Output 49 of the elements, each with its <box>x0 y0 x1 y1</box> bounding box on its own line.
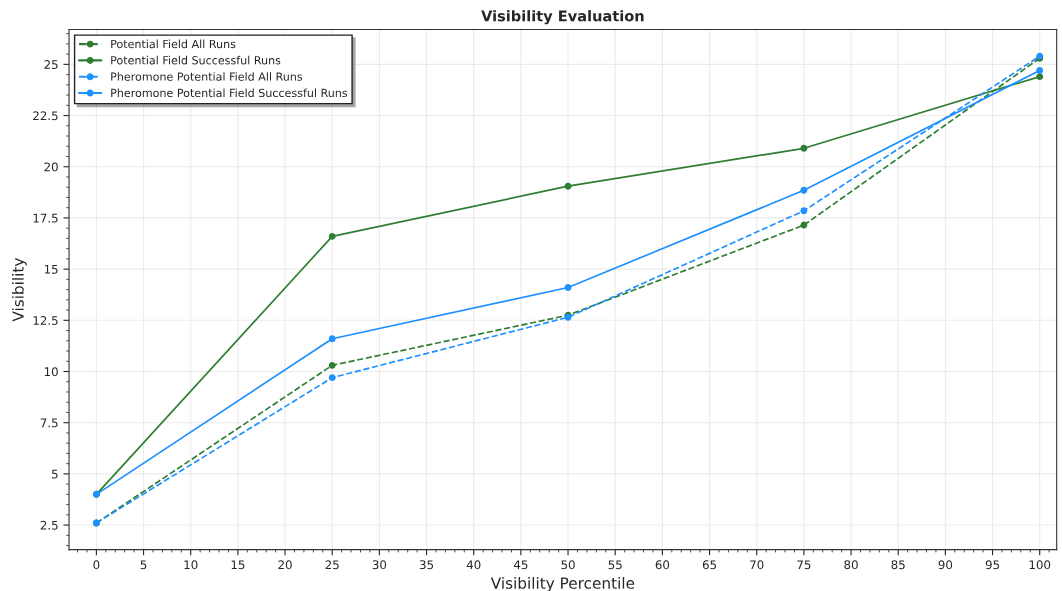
legend-label: Pheromone Potential Field Successful Runs <box>111 88 348 98</box>
x-tick-label: 80 <box>844 560 858 570</box>
x-tick-label: 55 <box>608 560 622 570</box>
y-tick-label: 17.5 <box>33 213 58 223</box>
y-tick-label: 5 <box>52 469 58 479</box>
point <box>800 207 808 215</box>
point <box>328 374 336 382</box>
y-tick-label: 15 <box>44 264 58 274</box>
x-tick-label: 20 <box>278 560 292 570</box>
point <box>1036 67 1044 74</box>
legend-label: Potential Field Successful Runs <box>111 55 281 65</box>
x-tick-label: 65 <box>702 560 717 570</box>
y-tick-label: 20 <box>44 162 58 172</box>
x-tick-label: 95 <box>985 560 1000 570</box>
y-tick-label: 7.5 <box>40 418 58 428</box>
x-tick-label: 30 <box>372 560 387 570</box>
y-tick-label: 2.5 <box>40 520 58 530</box>
x-tick-label: 100 <box>1029 560 1051 570</box>
point <box>800 186 808 194</box>
point <box>328 361 336 369</box>
point <box>1036 73 1044 81</box>
point <box>564 284 572 292</box>
x-axis-title: Visibility Percentile <box>490 577 635 591</box>
point <box>328 232 336 240</box>
x-tick-label: 85 <box>891 560 905 570</box>
x-tick-label: 0 <box>93 560 100 570</box>
point <box>800 144 808 152</box>
point <box>564 182 572 190</box>
x-tick-label: 50 <box>561 560 575 570</box>
x-tick-label: 60 <box>655 560 670 570</box>
x-tick-label: 40 <box>466 560 481 570</box>
x-tick-label: 75 <box>797 560 811 570</box>
chart-title: Visibility Evaluation <box>481 10 644 25</box>
y-tick-label: 22.5 <box>33 111 58 121</box>
legend-label: Pheromone Potential Field All Runs <box>111 72 303 81</box>
x-tick-label: 25 <box>325 560 339 570</box>
x-tick-label: 5 <box>140 560 147 570</box>
y-axis-title: Visibility <box>11 258 27 322</box>
y-tick-label: 12.5 <box>33 316 58 325</box>
x-tick-label: 90 <box>938 560 953 570</box>
x-tick-label: 70 <box>750 560 764 570</box>
y-tick-label: 25 <box>44 60 58 70</box>
x-tick-label: 35 <box>419 560 434 570</box>
x-tick-label: 10 <box>184 560 198 570</box>
legend-label: Potential Field All Runs <box>111 39 236 49</box>
y-tick-label: 10 <box>44 367 58 377</box>
point <box>328 335 336 343</box>
x-tick-label: 45 <box>513 560 528 570</box>
x-tick-label: 15 <box>231 560 245 570</box>
